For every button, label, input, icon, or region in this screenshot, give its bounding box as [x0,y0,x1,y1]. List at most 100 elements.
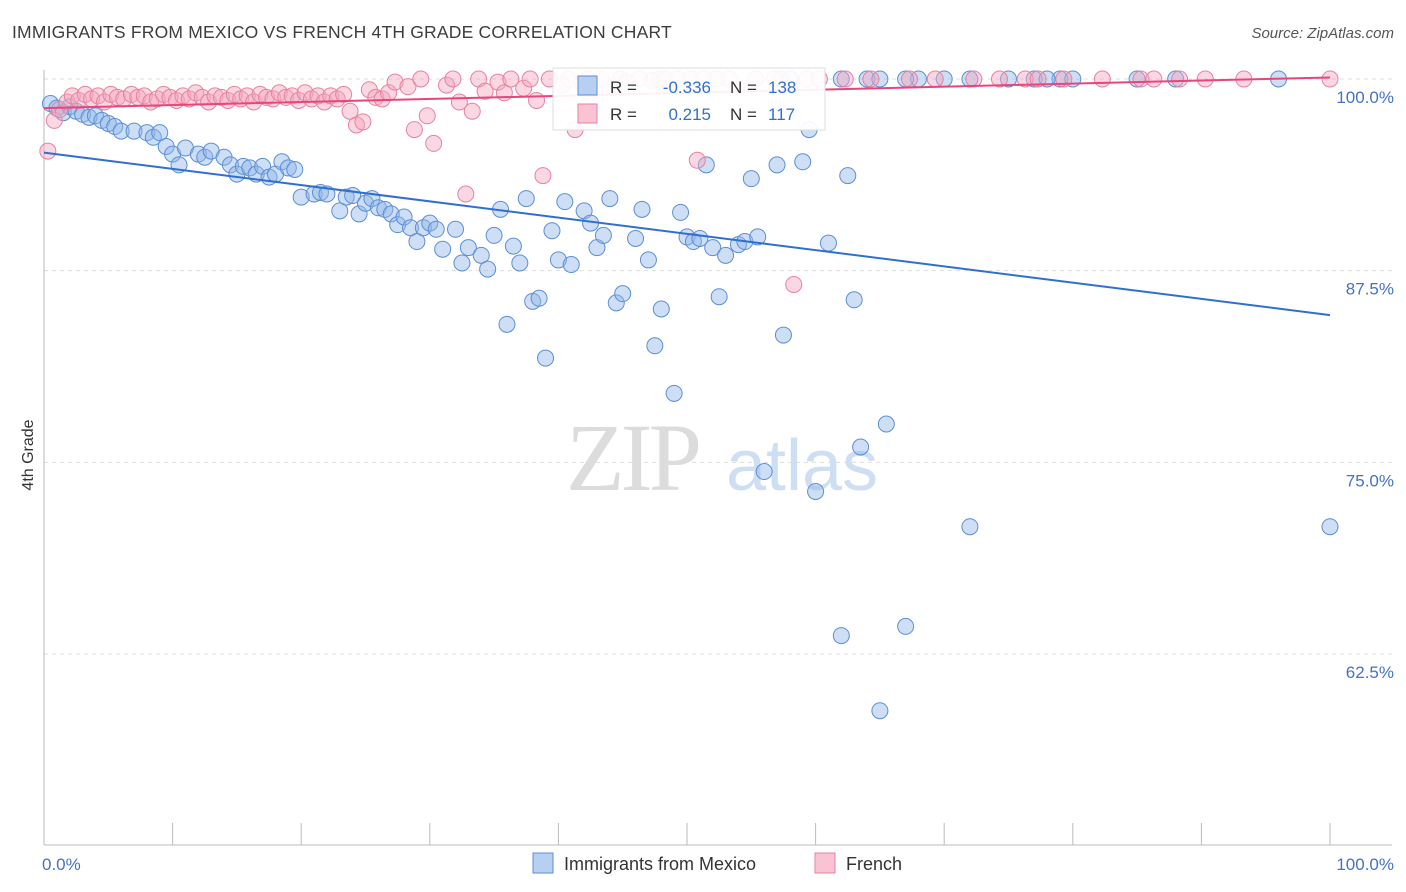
data-point-mexico [794,153,812,171]
series-immigrants-from-mexico-points [41,70,1339,720]
data-point-mexico [652,300,670,318]
data-point-mexico [331,202,349,220]
data-point-mexico [627,229,645,247]
data-point-mexico [479,260,497,278]
x-ticks [43,823,1331,845]
data-point-mexico [1038,70,1056,88]
data-point-mexico [434,240,452,258]
legend-r-label-french: R = [610,105,637,124]
data-point-mexico [672,203,690,221]
y-axis-title: 4th Grade [20,419,37,490]
data-point-mexico [1025,70,1043,88]
data-point-mexico [382,205,400,223]
data-point-mexico [633,200,651,218]
data-point-mexico [402,219,420,237]
data-point-mexico [639,251,657,269]
watermark-zip: ZIP [566,404,699,511]
data-point-french [45,111,63,129]
data-point-french [412,70,430,88]
trendline-mexico [43,151,1331,317]
data-point-french [399,78,417,96]
data-point-french [405,121,423,139]
data-point-mexico [755,463,773,481]
data-point-mexico [125,122,143,140]
data-point-mexico [742,170,760,188]
data-point-mexico [839,167,857,185]
data-point-mexico [710,288,728,306]
data-point-mexico [768,156,786,174]
data-point-mexico [196,148,214,166]
data-point-french [309,87,327,105]
data-point-french [1029,70,1047,88]
data-point-mexico [614,285,632,303]
data-point-mexico [350,205,368,223]
data-point-mexico [112,122,130,140]
data-point-french [502,70,520,88]
data-point-mexico [151,124,169,142]
data-point-mexico [292,188,310,206]
data-point-mexico [871,702,889,720]
data-point-french [425,134,443,152]
data-point-mexico [717,246,735,264]
data-point-french [367,88,385,106]
data-point-mexico [395,208,413,226]
data-point-mexico [1167,70,1185,88]
legend-r-label-mexico: R = [610,78,637,97]
data-point-mexico [234,157,252,175]
data-point-mexico [697,156,715,174]
chart-title: IMMIGRANTS FROM MEXICO VS FRENCH 4TH GRA… [12,22,672,42]
data-point-mexico [485,226,503,244]
x-tick-label-max: 100.0% [1336,855,1394,874]
data-point-french [476,82,494,100]
legend-n-label-mexico: N = [730,78,757,97]
legend-r-value-mexico: -0.336 [663,78,711,97]
data-point-mexico [877,415,895,433]
data-point-mexico [279,159,297,177]
data-point-mexico [537,349,555,367]
data-point-mexico [845,291,863,309]
data-point-french [180,90,198,108]
data-point-french [521,70,539,88]
data-point-french [438,76,456,94]
data-point-french [1145,70,1163,88]
data-point-mexico [427,220,445,238]
data-point-mexico [832,627,850,645]
series-legend: Immigrants from Mexico French [532,852,902,874]
data-point-french [200,93,218,111]
data-point-mexico [858,70,876,88]
data-point-mexico [286,160,304,178]
data-point-mexico [1321,518,1339,536]
data-point-mexico [897,617,915,635]
data-point-french [463,102,481,120]
data-point-french [990,70,1008,88]
data-point-mexico [871,70,889,88]
data-point-french [900,70,918,88]
data-point-french [1196,70,1214,88]
data-point-french [444,70,462,88]
data-point-mexico [549,251,567,269]
data-point-french [785,275,803,293]
data-point-french [534,167,552,185]
legend-n-label-french: N = [730,105,757,124]
legend-n-value-mexico: 138 [768,78,796,97]
data-point-mexico [517,190,535,208]
data-point-mexico [221,156,239,174]
data-point-french [489,73,507,91]
data-point-mexico [704,239,722,257]
y-tick-label: 87.5% [1346,280,1394,299]
watermark-atlas: atlas [726,426,878,506]
data-point-mexico [80,108,98,126]
series-legend-swatch-mexico [532,852,554,874]
data-point-mexico [607,294,625,312]
data-point-french [354,113,372,131]
data-point-mexico [408,233,426,251]
data-point-mexico [832,70,850,88]
data-point-mexico [498,315,516,333]
legend-swatch-mexico [577,75,598,96]
data-point-french [965,70,983,88]
series-legend-label-mexico: Immigrants from Mexico [564,854,756,874]
data-point-mexico [749,228,767,246]
x-tick-label-min: 0.0% [42,855,81,874]
data-point-french [1321,70,1339,88]
data-point-french [862,70,880,88]
